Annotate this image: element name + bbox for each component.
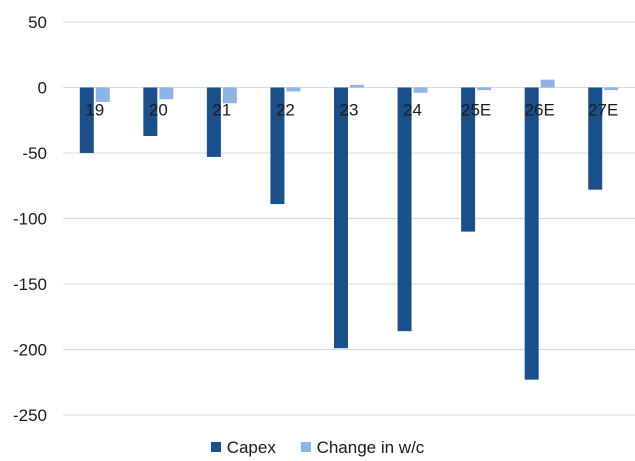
y-tick-label: 50 (28, 13, 47, 32)
x-tick-label: 21 (212, 101, 231, 120)
x-tick-label: 23 (340, 101, 359, 120)
x-tick-label: 26E (525, 101, 555, 120)
legend: Capex Change in w/c (0, 438, 635, 458)
bar-change-in-wc-27E (604, 87, 619, 91)
y-tick-label: -150 (13, 275, 47, 294)
bar-capex-25E (461, 87, 476, 232)
bar-capex-23 (334, 87, 348, 349)
x-tick-label: 25E (461, 101, 491, 120)
x-axis-labels: 19 20 21 22 23 24 25E 26E 27E (85, 101, 618, 120)
x-tick-label: 20 (149, 101, 168, 120)
bar-change-in-wc-24 (413, 87, 428, 93)
legend-label-change-in-wc: Change in w/c (316, 438, 425, 457)
y-tick-label: -250 (13, 406, 47, 425)
bar-capex-20 (143, 87, 158, 136)
y-tick-label: -50 (22, 144, 47, 163)
bar-change-in-wc-20 (159, 87, 174, 100)
bar-change-in-wc-19 (95, 87, 110, 102)
y-axis-ticks: 50 0 -50 -100 -150 -200 -250 (13, 13, 47, 425)
bars (79, 79, 619, 380)
x-tick-label: 24 (403, 101, 422, 120)
bar-capex-19 (79, 87, 94, 153)
bar-capex-22 (270, 87, 285, 205)
y-tick-label: 0 (38, 79, 47, 98)
bar-change-in-wc-25E (477, 87, 492, 91)
x-tick-label: 19 (85, 101, 104, 120)
bar-change-in-wc-21 (222, 87, 237, 104)
bar-change-in-wc-26E (540, 79, 555, 88)
legend-swatch-change-in-wc (300, 442, 311, 452)
y-tick-label: -100 (13, 210, 47, 229)
legend-swatch-capex (210, 442, 221, 452)
legend-label-capex: Capex (226, 438, 276, 457)
bar-capex-26E (524, 87, 539, 380)
y-tick-label: -200 (13, 341, 47, 360)
bar-capex-24 (397, 87, 412, 332)
legend-item-capex: Capex (210, 438, 276, 458)
bar-change-in-wc-22 (286, 87, 301, 92)
x-tick-label: 27E (588, 101, 618, 120)
x-tick-label: 22 (276, 101, 295, 120)
bar-capex-27E (588, 87, 603, 190)
bar-change-in-wc-23 (350, 84, 364, 88)
bar-capex-21 (206, 87, 221, 157)
legend-item-change-in-wc: Change in w/c (300, 438, 425, 458)
gridlines (63, 21, 635, 416)
